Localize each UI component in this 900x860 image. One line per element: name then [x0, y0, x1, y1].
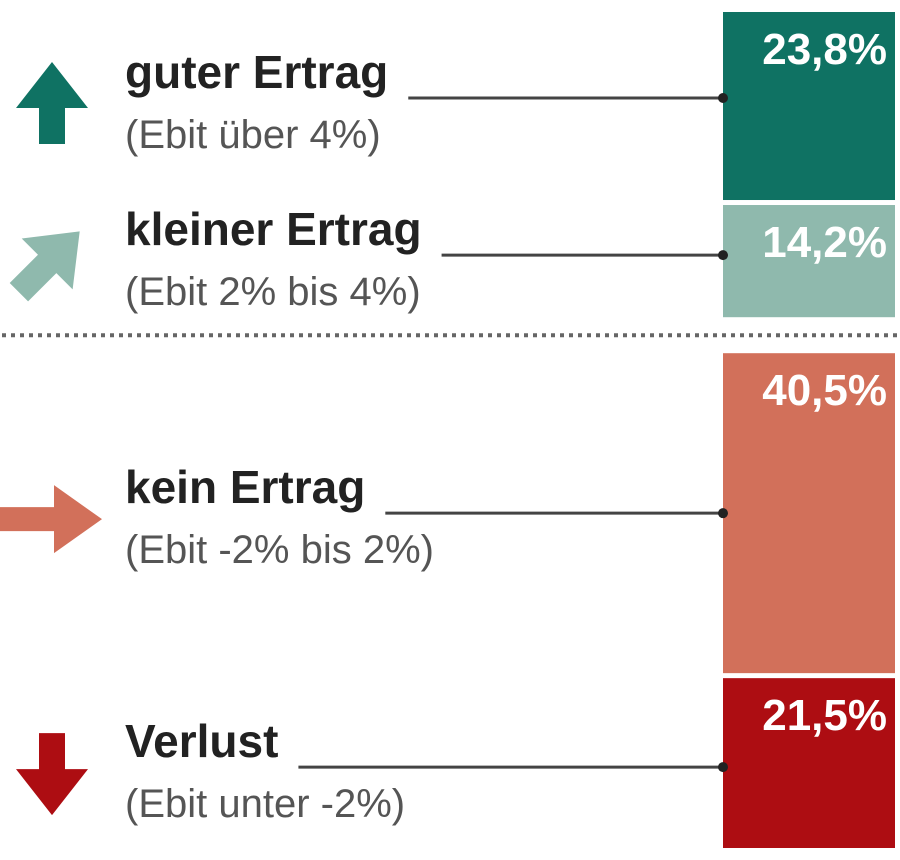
- arrow-right-icon: [0, 485, 102, 554]
- value-label-guter-ertrag: 23,8%: [762, 25, 887, 74]
- bar-segments: 23,8% 14,2% 40,5% 21,5%: [723, 12, 895, 848]
- leader-dot-kein-ertrag: [718, 508, 728, 519]
- value-label-kein-ertrag: 40,5%: [762, 366, 887, 415]
- bar-verlust: [723, 678, 895, 848]
- label-kein-ertrag: kein Ertrag: [125, 461, 365, 513]
- sublabel-kein-ertrag: (Ebit -2% bis 2%): [125, 528, 434, 572]
- leader-lines: [298, 93, 728, 773]
- arrow-up-icon: [16, 62, 88, 145]
- label-verlust: Verlust: [125, 715, 278, 767]
- arrow-down-icon: [16, 733, 88, 816]
- sublabel-kleiner-ertrag: (Ebit 2% bis 4%): [125, 270, 421, 314]
- bar-kein-ertrag: [723, 353, 895, 674]
- value-label-verlust: 21,5%: [762, 691, 887, 740]
- value-label-kleiner-ertrag: 14,2%: [762, 218, 887, 267]
- leader-dot-verlust: [718, 762, 728, 773]
- bar-kleiner-ertrag: [723, 205, 895, 318]
- leader-dot-guter-ertrag: [718, 93, 728, 104]
- label-guter-ertrag: guter Ertrag: [125, 46, 388, 98]
- arrow-up-right-icon: [9, 231, 80, 302]
- category-labels: guter Ertrag (Ebit über 4%) kleiner Ertrag…: [125, 46, 434, 826]
- sublabel-guter-ertrag: (Ebit über 4%): [125, 113, 381, 157]
- leader-dot-kleiner-ertrag: [718, 250, 728, 261]
- label-kleiner-ertrag: kleiner Ertrag: [125, 203, 422, 255]
- sublabel-verlust: (Ebit unter -2%): [125, 782, 405, 826]
- trend-arrows: [0, 62, 102, 816]
- bar-guter-ertrag: [723, 12, 895, 201]
